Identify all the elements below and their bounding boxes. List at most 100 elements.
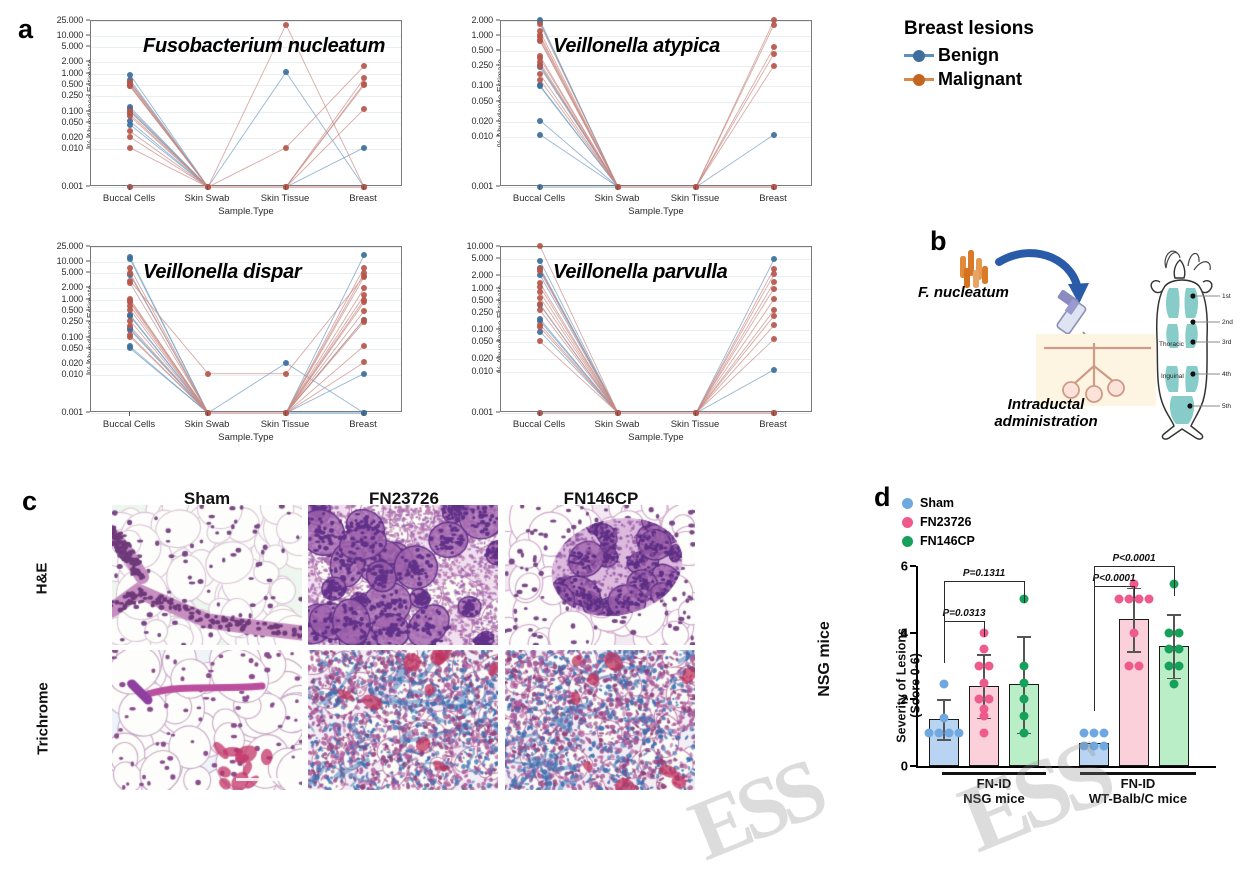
group-label-nsg-line2: NSG mice — [963, 790, 1025, 806]
legend-item-fn146cp[interactable]: FN146CP — [902, 534, 975, 548]
data-point — [537, 62, 543, 69]
p-value-label: P=0.0313 — [942, 608, 986, 619]
data-point — [127, 270, 133, 277]
y-tick-label: 0.250 — [471, 307, 493, 318]
plot-frame — [500, 243, 812, 416]
data-point — [127, 313, 133, 320]
gridline — [501, 276, 811, 277]
gridline — [501, 359, 811, 360]
y-tick-label: 5.000 — [471, 253, 493, 264]
gridline — [91, 73, 401, 75]
legend-item-sham[interactable]: Sham — [902, 496, 975, 510]
data-point — [127, 326, 133, 333]
legend-dot-fn146cp — [902, 535, 913, 547]
group-label-wt-line2: WT-Balb/C mice — [1088, 790, 1188, 806]
y-tick-label: 0.001 — [61, 181, 83, 191]
x-tick-mark — [539, 186, 540, 190]
y-tick-mark — [496, 328, 500, 330]
data-point — [537, 301, 543, 308]
panel-a-letter: a — [18, 14, 34, 44]
gridline — [91, 262, 401, 264]
row-header-he: H&E — [33, 562, 51, 595]
data-point — [537, 71, 543, 78]
scatter-point — [979, 678, 989, 688]
data-point — [205, 370, 211, 377]
mouse-label-thoracic: Thoracic — [1159, 341, 1185, 348]
data-point — [361, 184, 367, 190]
legend-item-malignant[interactable]: Malignant — [904, 69, 1034, 90]
data-point — [205, 410, 211, 416]
y-tick-mark — [86, 19, 90, 21]
mouse-label-1st: 1st — [1222, 293, 1231, 300]
x-axis-line — [916, 766, 1216, 768]
data-point — [127, 107, 133, 114]
breast-lesions-legend: Breast lesions Benign Malignant — [904, 18, 1034, 90]
data-point — [537, 272, 543, 279]
y-tick-label: 0.100 — [471, 80, 493, 91]
data-point — [127, 118, 133, 125]
y-tick-mark — [86, 147, 90, 149]
gridline — [501, 66, 811, 68]
panel-d-legend: Sham FN23726 FN146CP — [902, 496, 975, 553]
x-axis-title: Sample.Type — [218, 432, 274, 443]
legend-dot-sham — [902, 497, 913, 509]
data-point — [283, 410, 289, 416]
gridline — [501, 330, 811, 331]
error-bar-cap — [1167, 614, 1181, 616]
x-tick-label: Skin Tissue — [670, 419, 720, 430]
histology-he-fn146cp — [505, 505, 695, 645]
y-tick-label: 0.050 — [61, 342, 83, 353]
data-point — [361, 359, 367, 366]
gridline — [501, 121, 811, 123]
y-tick-mark — [496, 135, 500, 137]
y-tick-label: 0.010 — [61, 369, 83, 380]
arrow-icon — [995, 249, 1089, 304]
scatter-point — [1124, 661, 1134, 671]
data-point — [537, 28, 543, 35]
data-point — [537, 117, 543, 124]
data-point — [771, 336, 777, 343]
data-point — [771, 131, 777, 138]
y-tick-label: 25.000 — [56, 15, 84, 25]
y-tick-mark — [496, 411, 500, 413]
gridline — [501, 86, 811, 88]
y-tick-mark — [86, 336, 90, 337]
scatter-point — [954, 728, 964, 738]
y-tick-mark — [496, 370, 500, 371]
data-point — [771, 366, 777, 373]
data-point — [283, 144, 289, 151]
legend-item-fn23726[interactable]: FN23726 — [902, 515, 975, 529]
data-point — [127, 256, 133, 263]
panel-d-plot-area: 0 2 4 6 P=0.0313 P=0.1311 P<0.0001 P<0.0001 — [901, 553, 1216, 774]
gridline — [91, 62, 401, 64]
x-tick-mark — [617, 186, 618, 190]
error-bar-cap — [977, 654, 991, 656]
data-point — [537, 131, 543, 138]
y-tick-label: 10.000 — [56, 256, 84, 267]
scatter-point — [1164, 644, 1174, 654]
data-point — [537, 257, 543, 264]
legend-item-benign[interactable]: Benign — [904, 45, 1034, 66]
x-tick-mark — [285, 186, 286, 190]
scatter-point — [1114, 594, 1124, 604]
bar[interactable] — [1159, 646, 1189, 766]
y-tick-label: 0.010 — [471, 130, 493, 141]
legend-dot-fn23726 — [902, 516, 913, 528]
y-tick-mark — [496, 340, 500, 342]
gridline — [501, 101, 811, 103]
scatter-point — [1174, 628, 1184, 638]
data-point — [283, 21, 289, 28]
connection-lines — [129, 255, 365, 414]
group-label-nsg: FN-ID NSG mice — [963, 776, 1025, 807]
data-point — [771, 285, 777, 292]
p-value-label: P<0.0001 — [1112, 553, 1156, 564]
x-axis-title: Sample.Type — [628, 206, 684, 217]
panel-c-side-label: NSG mice — [816, 621, 833, 697]
scatter-point — [974, 661, 984, 671]
y-tick-mark — [86, 362, 90, 364]
data-point — [361, 274, 367, 281]
x-tick-label: Skin Swab — [184, 193, 230, 204]
data-point — [537, 20, 543, 27]
gridline — [91, 273, 401, 275]
data-point — [127, 71, 133, 78]
